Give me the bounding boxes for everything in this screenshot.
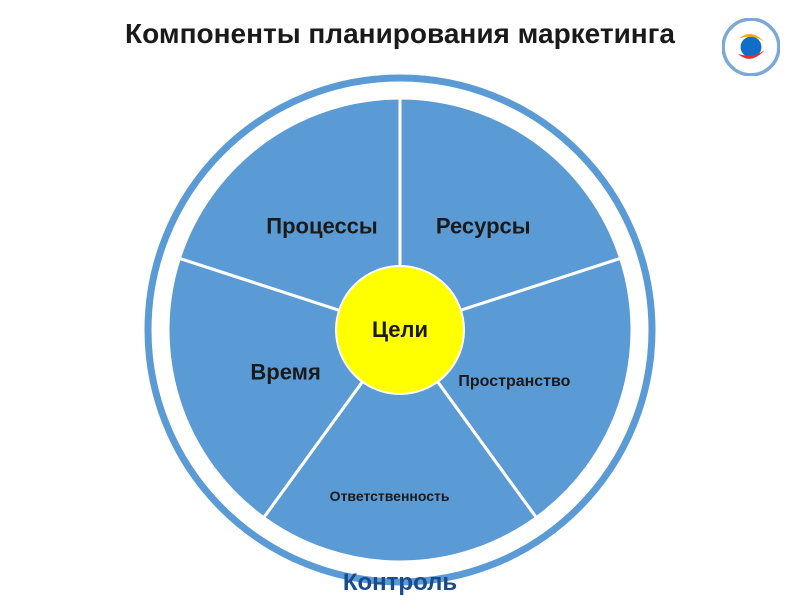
page-title: Компоненты планирования маркетинга [125,18,675,50]
pie-chart: ПроцессыРесурсыПространствоОтветственнос… [140,70,660,590]
bottom-label: Контроль [343,569,457,597]
logo [722,18,780,76]
